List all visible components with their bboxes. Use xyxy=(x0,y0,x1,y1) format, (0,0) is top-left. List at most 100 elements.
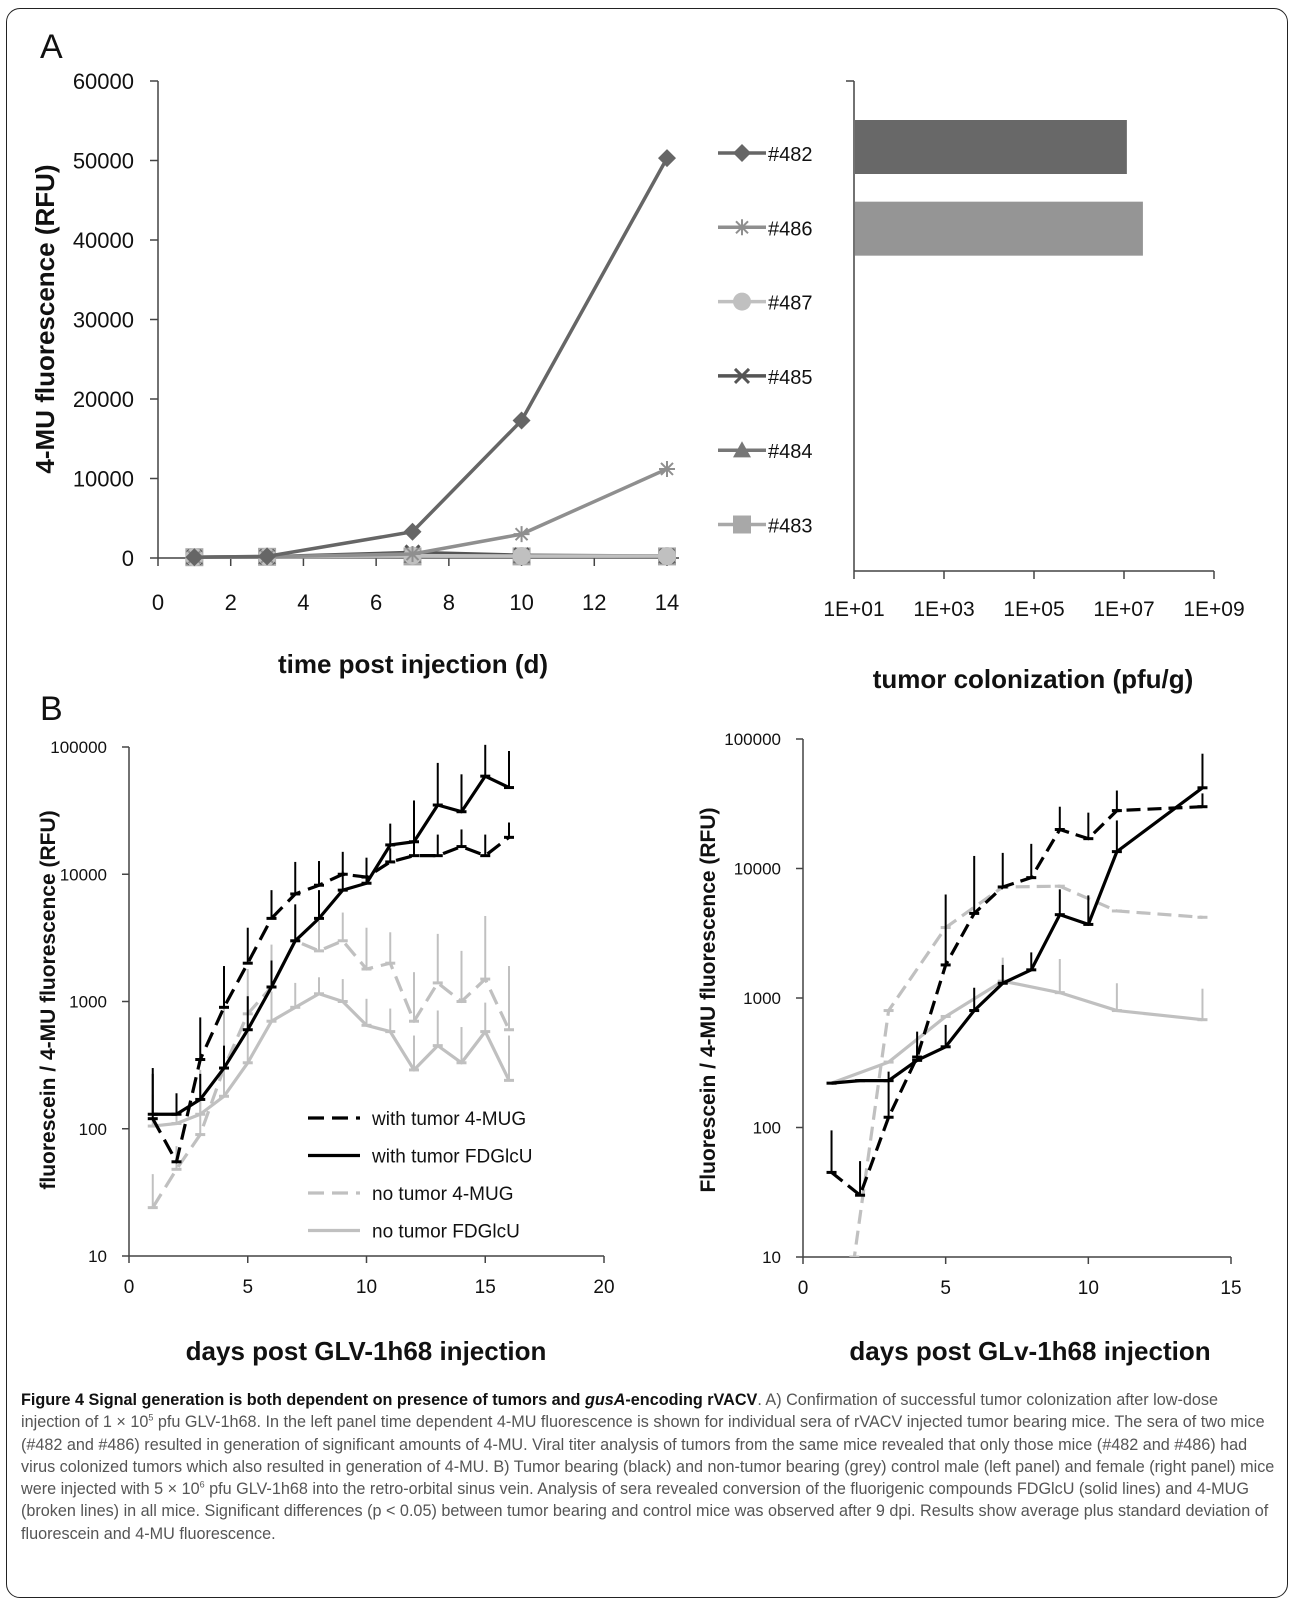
data-point xyxy=(512,547,531,566)
y-tick-label: 100000 xyxy=(724,730,781,749)
y-axis-label: 4-MU fluorescence (RFU) xyxy=(30,164,60,473)
x-tick-label: 1E+09 xyxy=(1183,598,1244,621)
legend-label: #487 xyxy=(768,293,813,315)
x-tick-label: 2 xyxy=(225,590,237,615)
y-tick-label: 40000 xyxy=(73,228,134,253)
legend-label: #484 xyxy=(768,441,813,463)
chart-b-right: 10 100 1000 10000 100000 0 5 10 15 days post GLv… xyxy=(697,730,1242,1366)
legend-label: #485 xyxy=(768,367,813,389)
caption-text-3: pfu GLV-1h68 into the retro-orbital sinu… xyxy=(21,1480,1269,1543)
chart-b-left: 10 100 1000 10000 100000 0 5 10 15 20 with tumor 4… xyxy=(37,738,615,1366)
legend-marker xyxy=(733,515,751,534)
y-tick-label: 100 xyxy=(79,1120,107,1139)
data-point xyxy=(404,546,421,563)
y-tick-label: 10 xyxy=(88,1247,107,1266)
legend-marker xyxy=(734,219,750,236)
legend-label: no tumor 4-MUG xyxy=(372,1184,513,1205)
x-tick-label: 20 xyxy=(593,1277,614,1298)
y-axis-label: Fluorescein / 4-MU fluorescence (RFU) xyxy=(697,807,720,1192)
y-tick-label: 20000 xyxy=(73,387,134,412)
y-tick-label: 100000 xyxy=(50,738,107,757)
x-tick-label: 1E+05 xyxy=(1003,598,1064,621)
y-tick-label: 50000 xyxy=(73,149,134,174)
bar-#482 xyxy=(855,120,1127,174)
series-line xyxy=(152,992,511,1128)
x-tick-label: 0 xyxy=(124,1277,135,1298)
y-tick-label: 1000 xyxy=(743,989,781,1008)
legend-label: with tumor FDGlcU xyxy=(371,1147,532,1168)
x-tick-label: 0 xyxy=(798,1278,809,1299)
x-tick-label: 15 xyxy=(1220,1278,1241,1299)
y-axis-label: fluorescein / 4-MU fluorescence (RFU) xyxy=(37,810,60,1189)
x-tick-label: 14 xyxy=(655,590,679,615)
x-tick-label: 5 xyxy=(242,1277,253,1298)
legend-marker xyxy=(733,144,751,162)
x-tick-label: 5 xyxy=(940,1278,951,1299)
x-axis-label: tumor colonization (pfu/g) xyxy=(873,664,1194,694)
plot-area: 10 100 1000 10000 100000 0 5 10 15 20 with tumor 4… xyxy=(50,738,614,1298)
data-point xyxy=(512,411,531,430)
legend-label: #483 xyxy=(768,516,813,538)
data-point xyxy=(185,548,204,567)
x-tick-label: 0 xyxy=(152,590,164,615)
caption-title-text: Figure 4 Signal generation is both depen… xyxy=(21,1391,585,1409)
data-point xyxy=(658,547,676,566)
x-axis-label: days post GLV-1h68 injection xyxy=(186,1336,547,1366)
y-tick-label: 10 xyxy=(762,1248,781,1267)
series-line xyxy=(830,805,1203,1197)
figure-frame xyxy=(6,8,1288,1598)
data-point xyxy=(513,526,530,543)
bar-#486 xyxy=(855,201,1143,256)
y-tick-label: 1000 xyxy=(69,993,107,1012)
data-point xyxy=(659,460,675,477)
y-tick-label: 10000 xyxy=(73,467,134,492)
x-tick-label: 10 xyxy=(1078,1278,1099,1299)
panel-a-label: A xyxy=(40,28,63,66)
plot-area: 0 10000 20000 30000 40000 50000 60000 0 2 4 6 8 10 12… xyxy=(73,69,813,615)
y-tick-label: 0 xyxy=(122,546,134,571)
x-tick-label: 8 xyxy=(443,590,455,615)
x-tick-label: 1E+03 xyxy=(913,598,974,621)
series-line xyxy=(831,786,1204,1085)
chart-a-left: 0 10000 20000 30000 40000 50000 60000 0 2 4 6 8 10 12… xyxy=(30,69,813,679)
series-line xyxy=(194,157,669,559)
caption-title-text-2: -encoding rVACV xyxy=(625,1391,758,1409)
y-tick-label: 100 xyxy=(753,1119,781,1138)
series-line xyxy=(151,836,510,1164)
legend-label: with tumor 4-MUG xyxy=(371,1109,526,1130)
caption-title-italic: gusA xyxy=(584,1391,626,1409)
x-tick-label: 6 xyxy=(370,590,382,615)
x-tick-label: 10 xyxy=(356,1277,377,1298)
x-tick-label: 4 xyxy=(297,590,309,615)
caption-sup-1: 5 xyxy=(148,1412,154,1423)
data-point xyxy=(258,547,277,566)
data-point xyxy=(658,149,676,168)
chart-a-right: 1E+01 1E+03 1E+05 1E+07 1E+09 tumor coloniza… xyxy=(823,80,1245,694)
legend-label: no tumor FDGlcU xyxy=(372,1222,520,1243)
series-line xyxy=(852,884,1203,1257)
y-tick-label: 10000 xyxy=(60,865,107,884)
caption-sup-2: 6 xyxy=(199,1479,205,1490)
plot-area: 10 100 1000 10000 100000 0 5 10 15 xyxy=(724,730,1241,1299)
legend-marker xyxy=(733,441,751,458)
y-tick-label: 60000 xyxy=(73,69,134,94)
legend-label: #486 xyxy=(768,218,813,240)
legend-label: #482 xyxy=(768,144,813,166)
series-group xyxy=(147,744,514,1210)
caption-text-1: . A) Confirmation of successful tumor co… xyxy=(21,1391,1218,1432)
series-line xyxy=(152,774,510,1116)
y-tick-label: 30000 xyxy=(73,308,134,333)
caption-text-2: pfu GLV-1h68. In the left panel time dep… xyxy=(21,1413,1275,1499)
figure-caption: Figure 4 Signal generation is both depen… xyxy=(21,1389,1279,1545)
bar-plot-area: 1E+01 1E+03 1E+05 1E+07 1E+09 xyxy=(823,80,1245,621)
y-tick-label: 10000 xyxy=(734,860,781,879)
series-group xyxy=(826,753,1208,1257)
legend-marker xyxy=(733,367,751,384)
data-point xyxy=(403,522,422,541)
caption-title: Figure 4 Signal generation is both depen… xyxy=(21,1391,757,1409)
panel-b-label: B xyxy=(40,690,63,728)
x-tick-label: 1E+07 xyxy=(1093,598,1154,621)
x-tick-label: 10 xyxy=(509,590,533,615)
legend-marker xyxy=(733,292,751,311)
x-tick-label: 15 xyxy=(475,1277,496,1298)
